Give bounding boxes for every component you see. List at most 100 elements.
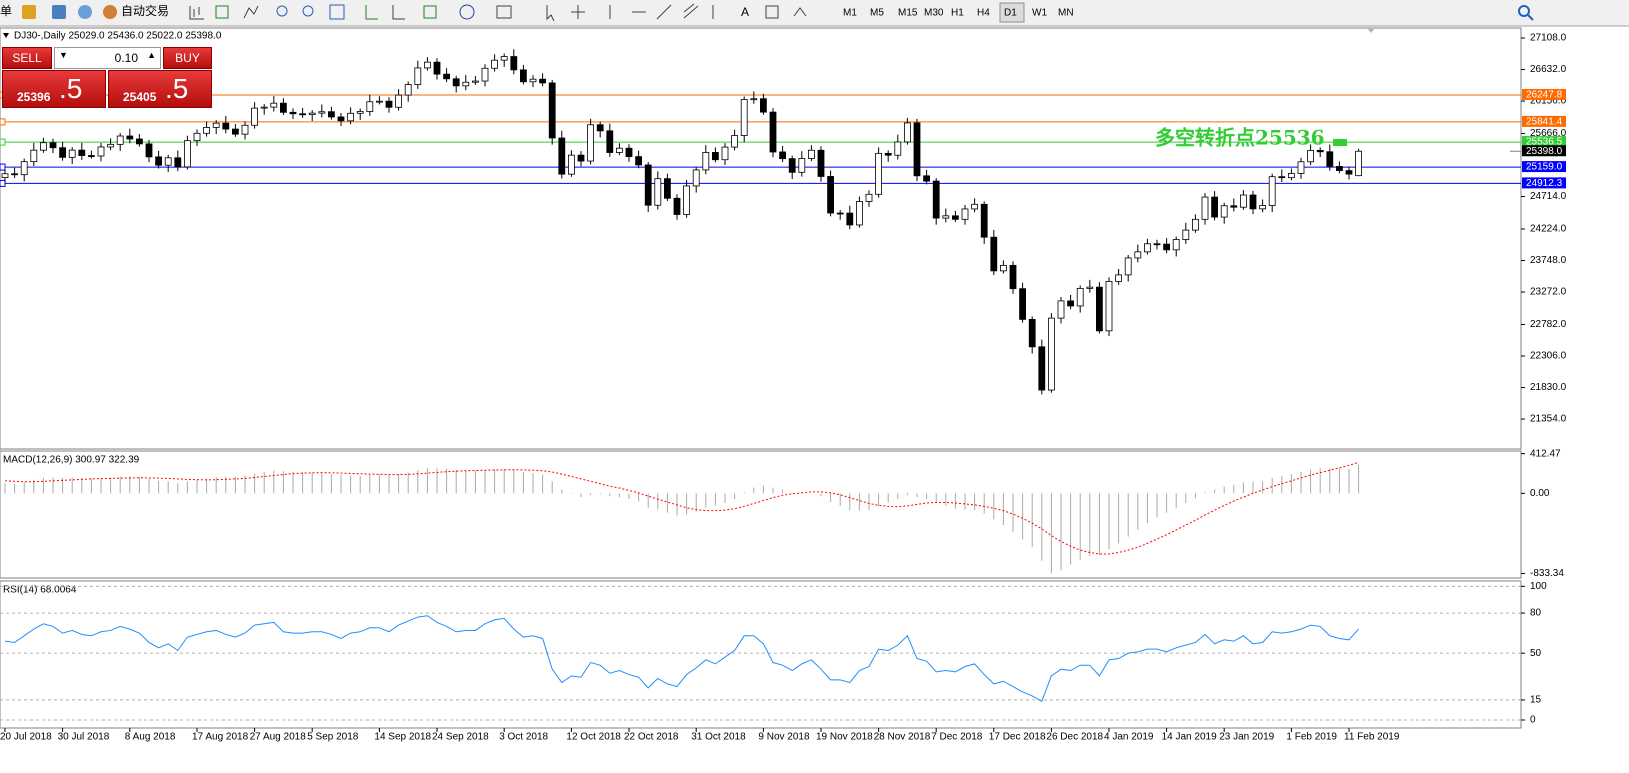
icon[interactable] — [52, 5, 66, 19]
level-label-bg — [1522, 136, 1566, 148]
candle-body — [481, 67, 489, 82]
candle-body — [1307, 149, 1314, 163]
candle-body — [712, 152, 719, 161]
timeframe[interactable]: M1 — [843, 8, 857, 19]
x-tick-label: 4 Jan 2019 — [1104, 732, 1154, 743]
icon[interactable] — [78, 5, 92, 19]
y-tick-label: 23748.0 — [1530, 255, 1567, 266]
candle-body — [1115, 274, 1122, 282]
candle-body — [683, 185, 690, 215]
current-label-bg — [1522, 145, 1566, 157]
timeframe[interactable]: H1 — [951, 8, 964, 19]
x-tick-label: 19 Nov 2018 — [816, 732, 873, 743]
x-tick-label: 22 Oct 2018 — [624, 732, 679, 743]
candle-body — [279, 102, 287, 113]
candle-body — [971, 203, 978, 210]
candle-body — [1288, 173, 1295, 179]
level-marker — [0, 179, 6, 187]
timeframe[interactable]: MN — [1058, 8, 1074, 19]
plot: 27108.0 26632.0 26156.0 25666.0 24714.0 24224… — [0, 33, 1567, 743]
symbol-arrow — [3, 33, 9, 38]
sell-price[interactable]: 25396 .5 — [2, 70, 106, 108]
buy-button[interactable]: BUY — [163, 47, 212, 69]
candle-body — [11, 173, 19, 176]
shift-marker — [1368, 29, 1374, 33]
candle-body — [68, 149, 76, 158]
lot-up[interactable]: ▲ — [147, 50, 156, 60]
candle-body — [59, 147, 66, 158]
timeframe[interactable]: M15 — [898, 8, 918, 19]
level-marker — [0, 138, 6, 146]
y-tick-label: 100 — [1530, 581, 1547, 592]
candle-body — [347, 112, 355, 122]
level-label-bg — [1522, 88, 1566, 100]
candle-body — [251, 107, 259, 126]
rsi-panel — [0, 580, 1522, 729]
candle-body — [260, 106, 268, 109]
candle-body — [1028, 318, 1036, 348]
candle-body — [1336, 166, 1343, 171]
buy-price[interactable]: 25405 .5 — [108, 70, 212, 108]
candle-body — [894, 141, 902, 156]
auto-trade[interactable]: 自动交易 — [121, 3, 169, 18]
x-tick-label: 5 Sep 2018 — [307, 732, 359, 743]
macd-panel — [0, 450, 1522, 579]
candle-body — [769, 111, 777, 153]
icon[interactable] — [22, 5, 36, 19]
x-tick-label: 31 Oct 2018 — [691, 732, 746, 743]
auto-trade-icon[interactable] — [103, 5, 117, 19]
search-icon[interactable] — [1527, 14, 1534, 21]
ask-main: 25405 — [123, 90, 157, 104]
candle-body — [212, 122, 220, 128]
level-label: 25536.5 — [1526, 137, 1563, 148]
tool-icons[interactable] — [189, 3, 807, 22]
candle-body — [1355, 150, 1362, 177]
candle-body — [88, 155, 95, 157]
candle-body — [961, 208, 969, 220]
candle-body — [932, 180, 940, 219]
lot-down[interactable]: ▼ — [59, 50, 68, 60]
candle-body — [452, 78, 460, 87]
candle-body — [385, 100, 393, 108]
timeframe[interactable]: M5 — [870, 8, 884, 19]
timeframe[interactable]: M30 — [924, 8, 944, 19]
candle-body — [327, 111, 335, 118]
candle-body — [1230, 205, 1238, 208]
timeframes: M1 M5 M15 M30 H1 H4 D1 W1 MN — [843, 2, 1074, 23]
candle-body — [606, 130, 614, 153]
candle-body — [1076, 288, 1084, 307]
signal-line — [4, 461, 1359, 555]
timeframe[interactable]: D1 — [1004, 8, 1017, 19]
candle-body — [779, 151, 786, 160]
search-icon[interactable] — [1518, 5, 1530, 17]
lot-size[interactable]: 0.10 — [114, 51, 138, 65]
candle-body — [97, 146, 105, 157]
candle-body — [1172, 239, 1180, 251]
candle-body — [529, 78, 537, 83]
candle-body — [404, 84, 412, 96]
candle-body — [414, 67, 422, 85]
candle-body — [299, 113, 307, 116]
candle-body — [846, 212, 854, 226]
candle-body — [1345, 170, 1353, 175]
timeframe[interactable]: H4 — [977, 8, 990, 19]
candle-body — [923, 175, 930, 182]
candle-body — [884, 152, 892, 156]
menu-fragment[interactable]: 单 — [0, 4, 12, 18]
candle-body — [1, 173, 9, 179]
timeframe[interactable]: W1 — [1032, 8, 1047, 19]
bid-main: 25396 — [17, 90, 51, 104]
candle-body — [740, 99, 748, 136]
y-tick-label: 24714.0 — [1530, 191, 1567, 202]
text-tool[interactable]: A — [741, 5, 749, 19]
sell-button[interactable]: SELL — [2, 47, 52, 69]
candle-body — [164, 157, 172, 166]
candle-body — [203, 127, 211, 134]
candle-body — [107, 143, 114, 148]
candle-body — [1268, 176, 1276, 206]
candle-body — [1192, 218, 1199, 231]
x-tick-label: 20 Jul 2018 — [0, 732, 52, 743]
candle-body — [865, 193, 873, 202]
x-tick-label: 24 Sep 2018 — [432, 732, 489, 743]
candle-body — [577, 154, 585, 162]
